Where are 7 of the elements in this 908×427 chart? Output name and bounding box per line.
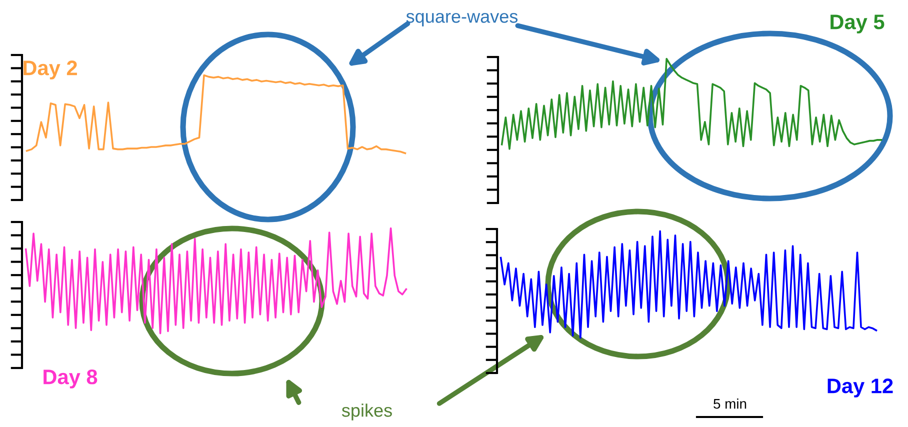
text: spikes [342, 404, 392, 420]
text: Day 12 [828, 378, 893, 398]
text: 5 min [714, 398, 746, 409]
text: square-waves [406, 12, 518, 26]
series-label: Day 8 [44, 370, 98, 388]
text: Day 5 [830, 14, 884, 34]
series-label: Day 2 [24, 60, 77, 80]
